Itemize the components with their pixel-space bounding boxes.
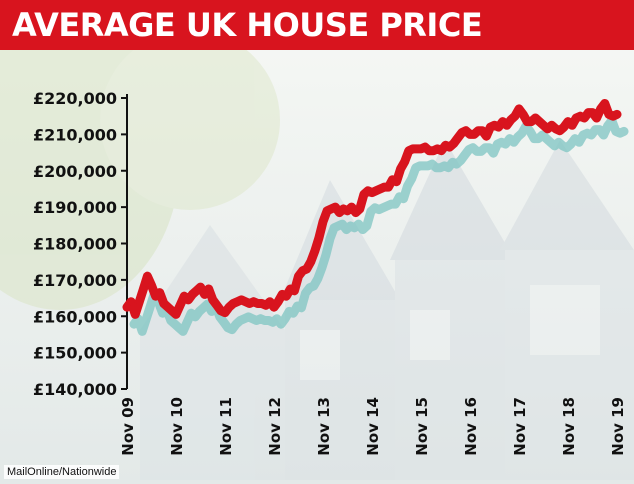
x-tick-label: Nov 10 (168, 397, 186, 456)
data-point (266, 298, 274, 306)
data-point (593, 114, 601, 122)
data-point (172, 310, 180, 318)
data-point (401, 158, 409, 166)
x-tick-label: Nov 19 (609, 397, 627, 456)
chart-title: AVERAGE UK HOUSE PRICE (12, 6, 483, 44)
data-point (597, 105, 605, 113)
y-tick-label: £210,000 (33, 125, 117, 144)
x-tick-label: Nov 14 (364, 397, 382, 456)
x-tick-label: Nov 17 (511, 397, 529, 456)
x-tick-label: Nov 15 (413, 397, 431, 456)
data-point (123, 303, 131, 311)
data-point (568, 121, 576, 129)
y-tick-label: £170,000 (33, 271, 117, 290)
data-point (139, 285, 147, 293)
data-point (148, 281, 155, 289)
data-point (303, 265, 311, 273)
source-credit: MailOnline/Nationwide (4, 465, 120, 479)
y-axis-ticks: £140,000 £150,000 £160,000 £170,000 £180,000… (33, 89, 128, 399)
data-point (450, 140, 458, 147)
data-point (221, 309, 229, 317)
data-point (176, 301, 184, 309)
data-point (156, 289, 164, 297)
data-point (454, 134, 462, 142)
x-tick-label: Nov 11 (217, 397, 235, 456)
data-point (270, 303, 278, 311)
data-point (184, 296, 192, 304)
data-point (201, 290, 209, 298)
data-point (397, 165, 405, 173)
y-tick-label: £150,000 (33, 344, 117, 363)
data-point (205, 285, 213, 293)
x-tick-label: Nov 13 (315, 397, 333, 456)
x-tick-label: Nov 12 (266, 397, 284, 456)
data-point (515, 105, 523, 113)
data-point (478, 127, 486, 135)
data-point (319, 218, 327, 226)
data-point (295, 272, 302, 280)
data-point (511, 112, 519, 120)
x-tick-label: Nov 16 (462, 397, 480, 456)
data-point (356, 205, 364, 213)
y-tick-label: £220,000 (33, 89, 117, 108)
data-point (393, 178, 400, 186)
data-point (135, 298, 143, 306)
y-tick-label: £180,000 (33, 235, 117, 254)
data-point (290, 287, 298, 295)
data-point (519, 110, 527, 118)
data-point (384, 183, 392, 191)
background-illustration (0, 10, 634, 480)
data-point (503, 121, 511, 129)
data-point (274, 298, 282, 306)
x-axis-ticks: Nov 09 Nov 10 Nov 11 Nov 12 Nov 13 Nov 14 Nov … (119, 397, 627, 456)
data-point (589, 109, 596, 117)
data-point (131, 310, 139, 318)
data-point (315, 234, 323, 242)
data-point (482, 132, 490, 140)
data-point (307, 258, 315, 266)
data-point (437, 147, 445, 155)
data-point (213, 301, 221, 309)
title-bar: AVERAGE UK HOUSE PRICE (0, 0, 634, 50)
plot-area (122, 99, 629, 336)
data-point (348, 203, 356, 211)
data-point (282, 292, 290, 300)
data-point (613, 110, 621, 118)
y-tick-label: £160,000 (33, 307, 117, 326)
y-tick-label: £190,000 (33, 198, 117, 217)
data-point (580, 114, 588, 122)
data-point (143, 272, 151, 280)
data-point (560, 123, 568, 131)
data-point (331, 203, 339, 211)
data-point (495, 123, 503, 131)
y-tick-label: £200,000 (33, 162, 117, 181)
data-point (601, 100, 609, 107)
data-point (127, 298, 135, 306)
x-tick-label: Nov 09 (119, 397, 137, 456)
data-point (197, 283, 204, 291)
data-point (209, 296, 217, 304)
data-point (311, 247, 319, 255)
x-tick-label: Nov 18 (560, 397, 578, 456)
y-tick-label: £140,000 (33, 380, 117, 399)
